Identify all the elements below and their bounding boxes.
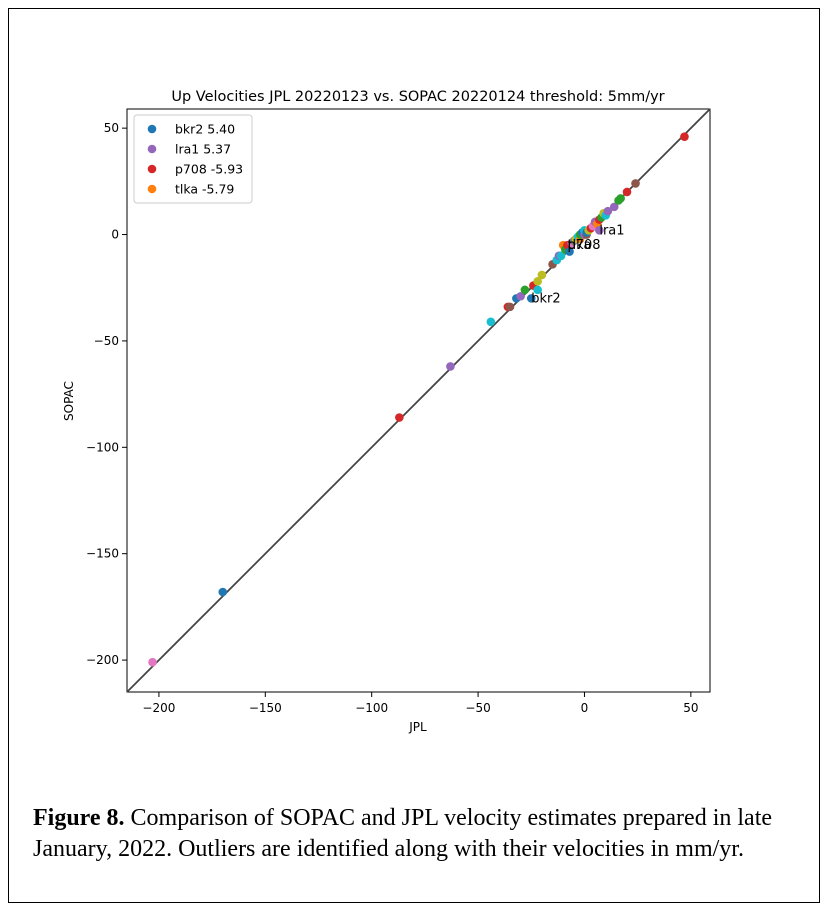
data-point (395, 413, 404, 422)
points-layer (148, 132, 689, 667)
y-tick-label: 50 (104, 121, 119, 135)
x-tick-label: −50 (465, 701, 490, 715)
x-tick-label: 0 (581, 701, 589, 715)
data-point (218, 587, 228, 597)
data-point (609, 202, 619, 212)
y-ticks: −200 −150 −100 −50 0 50 (86, 121, 127, 667)
data-point (595, 225, 604, 235)
data-point (446, 362, 455, 371)
legend-label: lra1 5.37 (175, 142, 231, 157)
legend-label: p708 -5.93 (175, 162, 243, 177)
legend-marker (147, 144, 157, 154)
data-point (148, 657, 157, 667)
data-point (565, 247, 574, 256)
y-axis-label: SOPAC (62, 381, 76, 421)
data-point (680, 132, 689, 141)
x-ticks: −200 −150 −100 −50 0 50 (142, 692, 698, 715)
legend-marker (147, 164, 157, 174)
y-tick-label: 0 (111, 228, 119, 242)
y-tick-label: −150 (86, 547, 119, 561)
legend-marker (147, 124, 157, 134)
data-point (516, 291, 525, 301)
plot-area (126, 108, 711, 693)
x-axis-label: JPL (408, 720, 427, 734)
data-point (526, 294, 536, 303)
annotation-label: p708 (567, 238, 600, 253)
y-tick-label: −200 (86, 653, 119, 667)
x-tick-label: −100 (355, 701, 388, 715)
legend-label: tlka -5.79 (175, 182, 234, 197)
data-point (631, 179, 640, 188)
data-point (616, 194, 625, 203)
x-tick-label: −200 (142, 701, 175, 715)
data-point (622, 187, 632, 197)
data-point (603, 206, 613, 216)
data-point (505, 302, 515, 312)
figure-frame (8, 8, 820, 903)
legend-box (133, 114, 253, 204)
caption-text: Comparison of SOPAC and JPL velocity est… (33, 805, 773, 862)
figure-caption: Figure 8. Comparison of SOPAC and JPL ve… (33, 803, 818, 865)
caption-label: Figure 8. (33, 805, 125, 831)
legend: bkr2 5.40 lra1 5.37 p708 -5.93 tlka -5.79 (133, 114, 253, 204)
chart-title: Up Velocities JPL 20220123 vs. SOPAC 202… (171, 89, 664, 105)
legend-label: bkr2 5.40 (175, 122, 235, 137)
data-point (520, 285, 530, 295)
legend-marker (147, 184, 157, 194)
data-point (556, 251, 566, 261)
x-tick-label: −150 (249, 701, 282, 715)
annotation-label: bkr2 (531, 291, 560, 306)
y-tick-label: −50 (94, 334, 119, 348)
x-tick-label: 50 (683, 701, 698, 715)
data-point (537, 270, 547, 280)
annotation-label: lra1 (599, 223, 624, 238)
data-point (486, 317, 496, 327)
y-tick-label: −100 (86, 440, 119, 454)
annotation-label: tlka (567, 238, 591, 253)
data-point (533, 277, 542, 286)
data-point (533, 285, 542, 295)
